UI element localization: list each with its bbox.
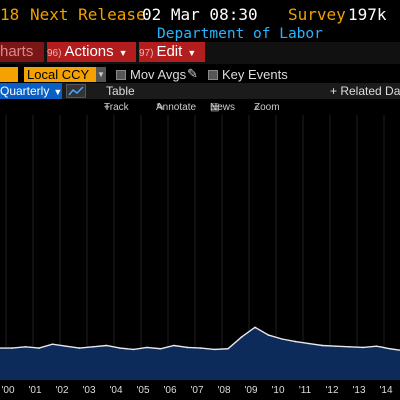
data-point (173, 344, 175, 347)
x-tick-label: '05 (136, 385, 149, 396)
caret-down-icon: ▼ (118, 48, 128, 58)
x-tick-label: '13 (352, 385, 365, 396)
edit-label: Edit (156, 43, 183, 60)
claims-chart[interactable]: '00 '01 '02 '03 '04 '05 '06 '07 '08 '09 '10 '11 '12 '… (0, 115, 400, 400)
pencil-icon[interactable]: ✎ (187, 66, 198, 81)
data-point (227, 347, 229, 350)
x-tick-label: '08 (217, 385, 230, 396)
frequency-select[interactable]: Quarterly ▼ (0, 83, 62, 99)
partial-value: 18 (0, 5, 20, 24)
x-tick-label: '09 (244, 385, 257, 396)
data-source: Department of Labor (157, 26, 323, 42)
x-tick-label: '07 (190, 385, 203, 396)
data-point (335, 345, 337, 347)
next-release-label: Next Release (30, 5, 146, 24)
data-point (65, 345, 67, 347)
menu-bar: harts 96) Actions ▼ 97) Edit ▼ (0, 42, 400, 64)
data-point (159, 347, 162, 350)
chart-type-button[interactable] (66, 84, 86, 98)
data-point (240, 336, 243, 338)
data-point (146, 346, 148, 349)
chart-tools: ⌖ Track ✎ Annotate ▤ News ⌕ Zoom (100, 98, 300, 114)
data-point (348, 346, 351, 348)
amber-selector[interactable] (0, 67, 18, 82)
currency-select[interactable]: Local CCY (24, 67, 98, 82)
x-tick-label: '02 (55, 385, 68, 396)
data-point (254, 326, 256, 329)
data-point (132, 348, 135, 351)
track-label: Track (104, 102, 129, 113)
edit-number: 97) (139, 48, 154, 59)
caret-down-icon: ▼ (53, 87, 63, 97)
x-tick-label: '12 (325, 385, 338, 396)
x-tick-label: '11 (299, 385, 312, 396)
mov-avgs-label: Mov Avgs (130, 67, 187, 82)
data-point (186, 346, 189, 349)
annotate-icon: ✎ (156, 102, 165, 113)
data-point (389, 347, 391, 350)
source-row: Department of Labor (0, 24, 400, 44)
x-axis (0, 380, 400, 400)
currency-label: Local CCY (27, 67, 90, 82)
data-point (321, 344, 324, 347)
data-point (294, 340, 297, 343)
data-point (213, 348, 216, 351)
news-icon: ▤ (210, 102, 220, 113)
x-tick-label: '10 (271, 385, 284, 396)
actions-menu-button[interactable]: 96) Actions ▼ (47, 42, 136, 62)
data-point (362, 346, 364, 349)
currency-dropdown-icon[interactable]: ▼ (96, 67, 106, 82)
options-bar: Local CCY ▼ Mov Avgs ✎ Key Events (0, 66, 400, 84)
x-tick-label: '04 (109, 385, 122, 396)
line-chart-icon (68, 86, 84, 96)
zoom-icon: ⌕ (254, 102, 260, 113)
x-tick-label: '14 (379, 385, 392, 396)
data-point (24, 346, 27, 348)
tab-charts[interactable]: harts (0, 42, 44, 62)
data-point (105, 344, 108, 347)
release-info-row: 18 Next Release 02 Mar 08:30 Survey 197k (0, 2, 400, 28)
zoom-label: Zoom (254, 102, 280, 113)
annotate-label: Annotate (156, 102, 197, 113)
data-point (51, 343, 54, 345)
survey-label: Survey (288, 5, 346, 24)
data-point (281, 338, 283, 340)
data-point (11, 347, 13, 349)
edit-menu-button[interactable]: 97) Edit ▼ (139, 42, 205, 62)
data-point (38, 347, 40, 349)
mov-avgs-checkbox[interactable] (116, 70, 126, 80)
data-point (308, 342, 310, 345)
key-events-checkbox[interactable] (208, 70, 218, 80)
related-data-button[interactable]: + Related Da (330, 84, 400, 98)
caret-down-icon: ▼ (187, 48, 197, 58)
chart-tab-row: Quarterly ▼ Table + Related Da (0, 83, 400, 99)
series-area (0, 327, 400, 380)
data-point (200, 347, 202, 349)
actions-number: 96) (47, 48, 62, 59)
x-tick-label: '00 (1, 385, 14, 396)
x-tick-label: '01 (28, 385, 41, 396)
survey-value: 197k (348, 5, 387, 24)
tab-charts-label: harts (0, 43, 34, 60)
data-point (92, 346, 94, 348)
key-events-label: Key Events (222, 67, 288, 82)
data-point (375, 345, 378, 347)
table-tab[interactable]: Table (106, 84, 135, 98)
next-release-value: 02 Mar 08:30 (142, 5, 258, 24)
data-point (267, 334, 270, 336)
data-point (78, 347, 81, 349)
actions-label: Actions (64, 43, 114, 60)
x-tick-label: '06 (163, 385, 176, 396)
x-tick-label: '03 (82, 385, 95, 396)
frequency-label: Quarterly (0, 84, 50, 98)
data-point (119, 347, 121, 349)
news-label: News (210, 102, 236, 113)
track-icon: ⌖ (104, 102, 110, 113)
